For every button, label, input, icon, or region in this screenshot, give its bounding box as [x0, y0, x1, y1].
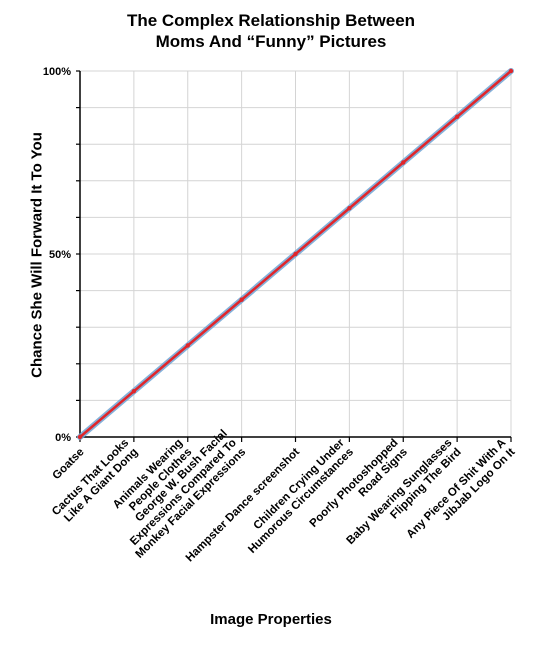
- grid-lines: [80, 70, 512, 437]
- x-tick-label-line: Goatse: [51, 446, 87, 482]
- data-point: [131, 389, 137, 394]
- x-axis-label: Image Properties: [210, 611, 332, 628]
- data-point: [454, 114, 460, 119]
- chart-title: The Complex Relationship Between Moms An…: [0, 10, 542, 52]
- data-point: [77, 434, 83, 440]
- series-group: [77, 68, 514, 440]
- data-point: [293, 251, 298, 257]
- x-tick-label: Goatse: [51, 446, 87, 482]
- y-ticks: 0% 50% 100%: [43, 66, 80, 444]
- data-point: [347, 206, 352, 211]
- chart-title-line-2: Moms And “Funny” Pictures: [155, 32, 387, 51]
- x-tick-label: Cactus That LooksLike A Giant Dong: [50, 437, 140, 527]
- chart-title-line-1: The Complex Relationship Between: [126, 11, 416, 30]
- data-point: [508, 68, 514, 74]
- y-tick-label: 50%: [49, 249, 71, 261]
- data-point: [239, 297, 244, 302]
- data-point: [401, 160, 406, 165]
- y-tick-label: 100%: [43, 66, 71, 78]
- y-tick-label: 0%: [55, 432, 71, 444]
- data-point: [185, 343, 190, 348]
